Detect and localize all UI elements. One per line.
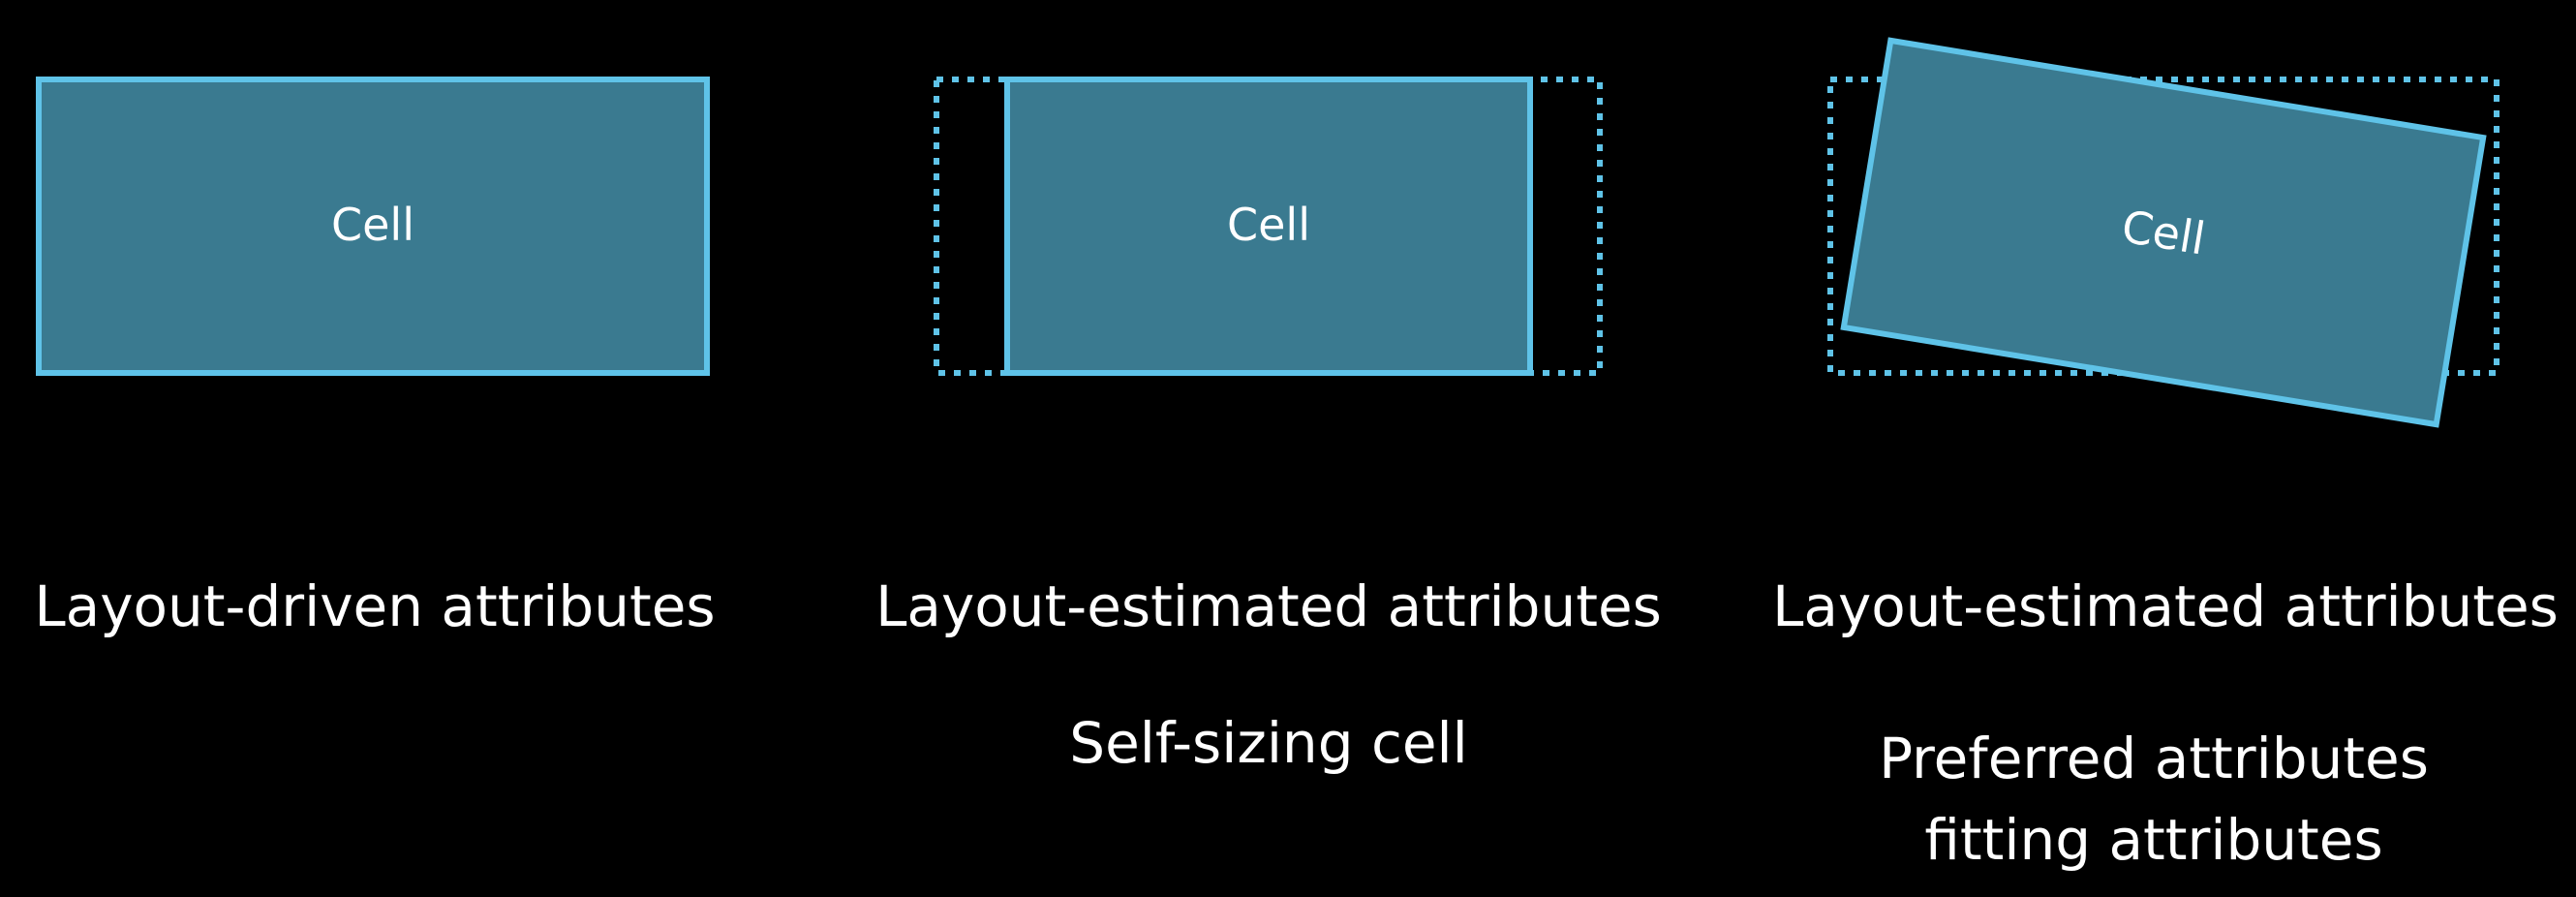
cell-label: Cell — [331, 199, 414, 251]
caption-fitting-attributes: fitting attributes — [1924, 807, 2383, 873]
caption-preferred-attributes: Preferred attributes — [1879, 726, 2429, 791]
cell-box — [1004, 77, 1533, 376]
caption-layout-estimated-attributes: Layout-estimated attributes — [875, 573, 1662, 639]
caption-self-sizing-cell: Self-sizing cell — [1069, 710, 1468, 776]
caption-layout-estimated-attributes: Layout-estimated attributes — [1772, 573, 2559, 639]
panel-preferred-attributes: Cell — [1827, 37, 2499, 428]
cell-box — [36, 77, 710, 376]
panel-layout-driven: Cell — [36, 77, 710, 376]
cell-label: Cell — [1227, 199, 1310, 251]
panel-self-sizing: Cell — [934, 77, 1603, 376]
cell-box-rotated — [1840, 37, 2487, 428]
caption-layout-driven-attributes: Layout-driven attributes — [34, 573, 716, 639]
